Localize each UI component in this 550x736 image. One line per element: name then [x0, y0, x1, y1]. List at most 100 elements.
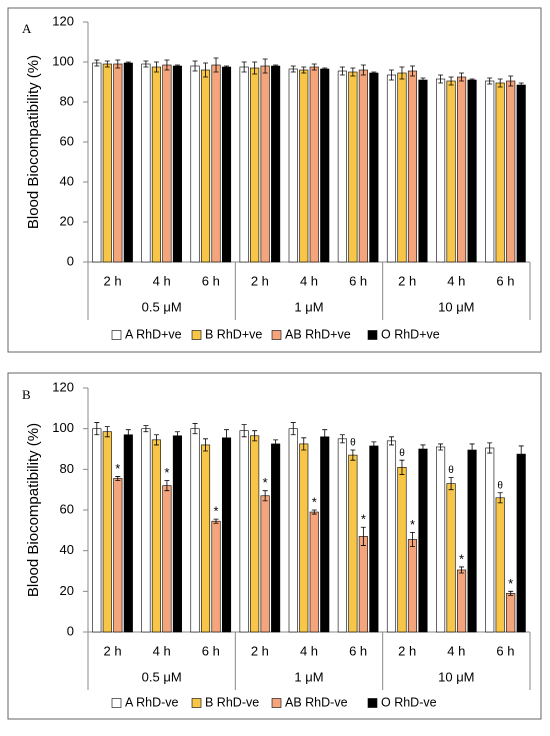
- bar: [495, 497, 505, 633]
- legend-swatch: [367, 330, 378, 340]
- bar: [221, 437, 232, 633]
- error-bar: [508, 590, 514, 596]
- legend-label: B RhD-ve: [205, 695, 259, 709]
- error-bar: [213, 57, 219, 73]
- bar: [407, 539, 418, 633]
- x-tick-label: 6 h: [202, 643, 220, 658]
- legend-swatch: [191, 330, 202, 340]
- error-bar: [497, 492, 503, 504]
- error-bar: [469, 78, 475, 82]
- bar: [151, 66, 161, 263]
- legend-swatch: [271, 698, 282, 708]
- bar: [407, 70, 418, 263]
- significance-marker: θ: [350, 438, 356, 449]
- y-tick-label: 40: [60, 542, 74, 557]
- bar: [358, 69, 368, 263]
- bar: [337, 438, 347, 633]
- legend-swatch: [191, 698, 202, 708]
- bar: [320, 68, 330, 263]
- bar: [271, 65, 281, 263]
- error-bar: [459, 566, 465, 574]
- bar: [200, 69, 211, 263]
- error-bar: [301, 437, 307, 451]
- significance-marker: *: [164, 465, 169, 480]
- bar: [397, 72, 407, 263]
- significance-marker: *: [213, 504, 218, 519]
- significance-marker: *: [361, 512, 366, 527]
- bar: [102, 63, 112, 263]
- group-label: 1 μM: [294, 669, 323, 684]
- error-bar: [508, 75, 514, 87]
- legend-label: AB RhD-ve: [285, 695, 348, 709]
- bar: [436, 446, 446, 633]
- error-bar: [164, 480, 170, 492]
- bar: [260, 65, 270, 263]
- y-tick-label: 20: [60, 583, 74, 598]
- x-tick-label: 4 h: [153, 643, 171, 658]
- x-tick-label: 4 h: [300, 273, 318, 288]
- error-bar: [252, 61, 258, 75]
- y-tick-label: 40: [60, 173, 74, 188]
- bar: [348, 454, 358, 633]
- panel-label: A: [22, 21, 32, 36]
- bar: [141, 63, 151, 263]
- x-tick-label: 6 h: [202, 273, 220, 288]
- error-bar: [115, 476, 121, 481]
- error-bar: [153, 61, 159, 73]
- bar: [506, 593, 516, 633]
- y-axis-title: Blood Biocompatibility (%): [25, 423, 42, 597]
- legend-label: B RhD+ve: [205, 327, 262, 341]
- error-bar: [350, 449, 356, 461]
- error-bar: [487, 77, 493, 85]
- legend-label: AB RhD+ve: [285, 327, 351, 341]
- error-bar: [301, 66, 307, 74]
- y-tick-label: 120: [52, 13, 74, 28]
- legend-swatch: [367, 698, 378, 708]
- bar: [418, 79, 428, 263]
- error-bar: [322, 67, 328, 71]
- error-bar: [438, 443, 444, 451]
- error-bar: [192, 60, 198, 72]
- error-bar: [273, 64, 279, 68]
- x-tick-label: 2 h: [398, 273, 416, 288]
- bar: [457, 569, 467, 633]
- x-tick-label: 6 h: [496, 273, 514, 288]
- error-bar: [273, 439, 279, 449]
- bar: [239, 66, 249, 263]
- bar: [369, 445, 379, 633]
- error-bar: [290, 422, 296, 436]
- error-bar: [388, 69, 394, 81]
- error-bar: [262, 58, 268, 74]
- error-bar: [224, 65, 230, 69]
- bar: [358, 536, 368, 633]
- error-bar: [311, 63, 317, 71]
- bar: [200, 444, 211, 633]
- legend-label: O RhD-ve: [381, 695, 437, 709]
- y-tick-label: 120: [52, 379, 74, 394]
- y-tick-label: 0: [67, 623, 74, 638]
- error-bar: [399, 459, 405, 475]
- panel-label: B: [22, 387, 31, 402]
- bar: [239, 430, 249, 633]
- bar: [386, 440, 397, 633]
- bar: [386, 74, 397, 263]
- error-bar: [252, 430, 258, 442]
- significance-marker: *: [459, 551, 464, 566]
- x-tick-label: 2 h: [104, 643, 122, 658]
- significance-marker: θ: [399, 448, 405, 459]
- bar: [495, 82, 505, 263]
- error-bar: [360, 64, 366, 76]
- bar: [172, 435, 182, 633]
- bar: [141, 428, 151, 633]
- bar: [288, 428, 298, 633]
- bar: [467, 79, 477, 263]
- bar: [123, 434, 133, 633]
- error-bar: [409, 65, 415, 77]
- error-bar: [371, 71, 377, 75]
- legend-label: O RhD+ve: [381, 327, 440, 341]
- error-bar: [399, 66, 405, 80]
- bar: [369, 72, 379, 263]
- bar: [299, 443, 309, 633]
- bar: [436, 78, 446, 263]
